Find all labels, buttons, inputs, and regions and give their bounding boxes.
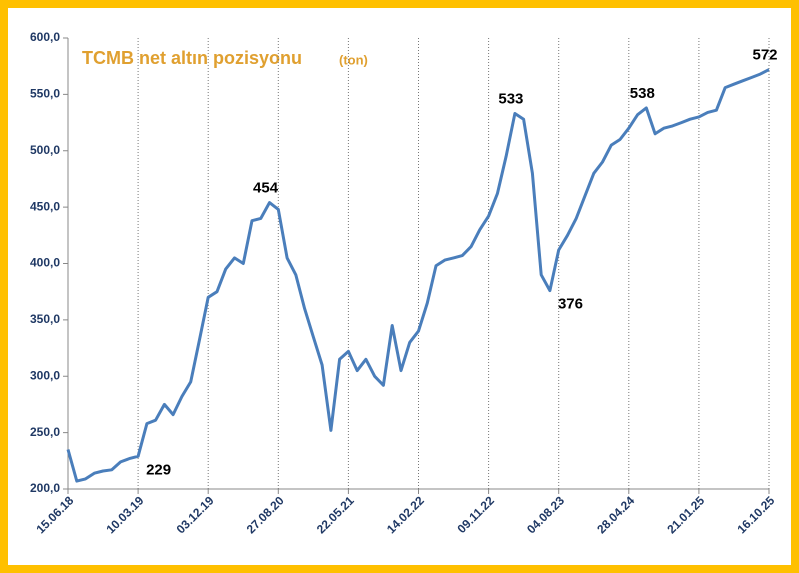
y-tick-label: 500,0 (30, 143, 60, 157)
value-label: 376 (558, 296, 583, 313)
y-tick-label: 350,0 (30, 312, 60, 326)
y-tick-label: 300,0 (30, 368, 60, 382)
y-tick-label: 600,0 (30, 30, 60, 44)
value-label: 454 (253, 180, 279, 197)
y-tick-label: 450,0 (30, 199, 60, 213)
y-tick-label: 400,0 (30, 256, 60, 270)
y-tick-label: 550,0 (30, 87, 60, 101)
value-label: 538 (630, 85, 655, 102)
chart-title: TCMB net altın pozisyonu (82, 48, 302, 68)
data-line (66, 68, 770, 483)
value-label: 229 (146, 461, 171, 478)
chart-subtitle: (ton) (339, 52, 368, 67)
value-label: 572 (752, 47, 777, 64)
y-tick-label: 200,0 (30, 481, 60, 495)
y-tick-label: 250,0 (30, 425, 60, 439)
value-label: 533 (498, 91, 523, 108)
